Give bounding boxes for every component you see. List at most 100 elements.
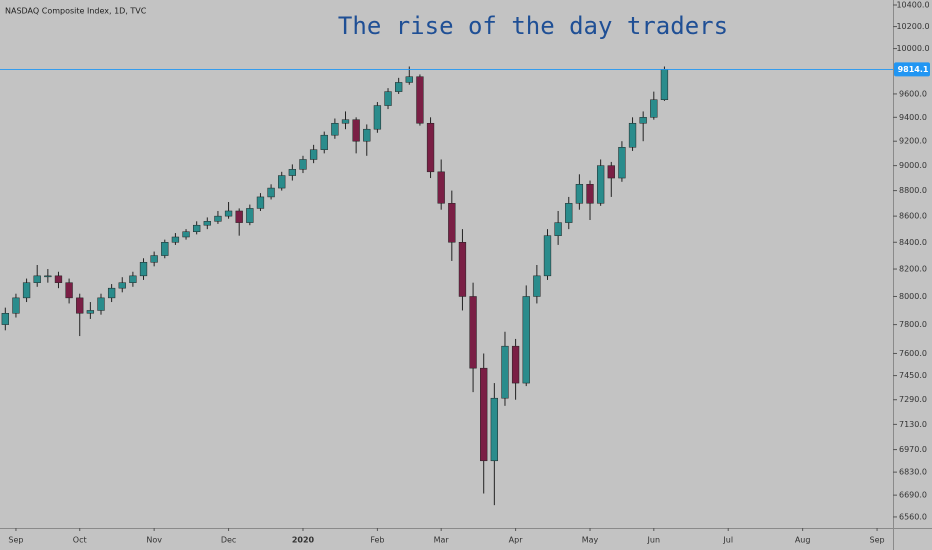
candle-body (341, 119, 350, 124)
x-tick-label: Dec (221, 536, 236, 545)
candle-body (331, 122, 339, 136)
y-tick-label: 8800.0 (899, 186, 927, 195)
y-tick-label: 9400.0 (899, 113, 927, 122)
chart-title: The rise of the day traders (338, 12, 728, 40)
candle-body (373, 105, 382, 130)
candle-body (480, 367, 488, 462)
candle-body (384, 91, 392, 106)
candle-body (660, 69, 669, 100)
candle-body (246, 208, 254, 223)
candle-body (150, 255, 158, 263)
candle-body (395, 82, 403, 92)
y-tick-label: 8200.0 (899, 265, 927, 274)
x-tick-label: Jun (647, 536, 661, 545)
candle-body (533, 275, 541, 297)
candle-body (469, 296, 477, 369)
y-tick-label: 10000.0 (896, 44, 929, 53)
candle-body (618, 147, 626, 179)
candle-body (639, 117, 647, 124)
x-tick-label: Sep (8, 536, 23, 545)
candle-body (437, 171, 445, 204)
candle-body (448, 203, 456, 243)
candle-body (86, 310, 95, 314)
candle-body (182, 231, 190, 238)
candle-body (543, 235, 552, 277)
candle-body (586, 184, 594, 204)
x-tick-label: Feb (370, 536, 384, 545)
candle-body (256, 196, 265, 209)
x-tick-label: Nov (146, 536, 162, 545)
x-tick-label: Apr (509, 536, 524, 545)
candle-body (565, 203, 573, 223)
x-tick-label: Aug (795, 536, 811, 545)
candle-body (214, 215, 222, 222)
source-label: NASDAQ Composite Index, 1D, TVC (5, 7, 147, 16)
candle-body (288, 169, 297, 176)
y-tick-label: 9000.0 (899, 161, 927, 170)
y-tick-label: 8400.0 (899, 238, 927, 247)
x-tick-label: Sep (870, 536, 885, 545)
y-tick-label: 7450.0 (899, 371, 927, 380)
y-tick-label: 7130.0 (899, 420, 927, 429)
candle-body (76, 297, 84, 314)
candle-body (224, 210, 233, 217)
candle-body (596, 165, 605, 204)
candle-body (554, 222, 562, 236)
candle-body (193, 224, 201, 232)
x-tick-label: Oct (73, 536, 87, 545)
y-tick-label: 8600.0 (899, 212, 927, 221)
y-tick-label: 7800.0 (899, 320, 927, 329)
y-tick-label: 6690.0 (899, 491, 927, 500)
last-price-box (894, 62, 930, 77)
candle-body (22, 282, 31, 299)
y-tick-label: 7290.0 (899, 395, 927, 404)
x-tick-label: 2020 (292, 536, 315, 545)
candle-body (458, 242, 467, 297)
candle-body (161, 242, 169, 256)
y-tick-label: 8000.0 (899, 292, 927, 301)
candle-body (501, 345, 509, 399)
candle-body (309, 149, 318, 160)
candle-body (575, 184, 584, 204)
candle-body (320, 134, 328, 150)
candle-body (12, 297, 20, 314)
y-tick-label: 6830.0 (899, 468, 927, 477)
y-tick-label: 9200.0 (899, 137, 927, 146)
candle-body (235, 210, 243, 223)
x-tick-label: Jul (722, 536, 733, 545)
candle-body (54, 275, 63, 283)
candle-body (267, 187, 275, 198)
y-tick-label: 7600.0 (899, 349, 927, 358)
x-tick-label: May (582, 536, 599, 545)
last-price-label: 9814.1 (898, 65, 929, 74)
candle-body (107, 287, 116, 299)
candle-body (405, 76, 413, 83)
candle-body (171, 236, 180, 243)
candle-body (363, 128, 371, 142)
y-tick-label: 10200.0 (896, 22, 929, 31)
candle-body (118, 282, 126, 289)
candle-body (490, 397, 498, 462)
y-tick-label: 6970.0 (899, 445, 927, 454)
candle-body (607, 165, 615, 179)
candle-body (426, 122, 435, 173)
y-tick-label: 10400.0 (896, 1, 929, 10)
candle-body (33, 275, 41, 283)
y-tick-label: 9600.0 (899, 89, 927, 98)
candle-body (522, 296, 530, 384)
x-tick-label: Mar (434, 536, 450, 545)
candle-body (139, 262, 148, 277)
candle-body (352, 119, 360, 142)
candle-body (129, 275, 137, 283)
y-tick-label: 6560.0 (899, 512, 927, 521)
candle-body (299, 159, 307, 170)
candle-body (44, 275, 52, 278)
candle-body (278, 175, 286, 189)
candle-body (416, 76, 424, 124)
candle-body (65, 282, 73, 299)
candle-body (650, 99, 658, 118)
candle-body (511, 345, 520, 384)
candle-body (97, 297, 105, 311)
